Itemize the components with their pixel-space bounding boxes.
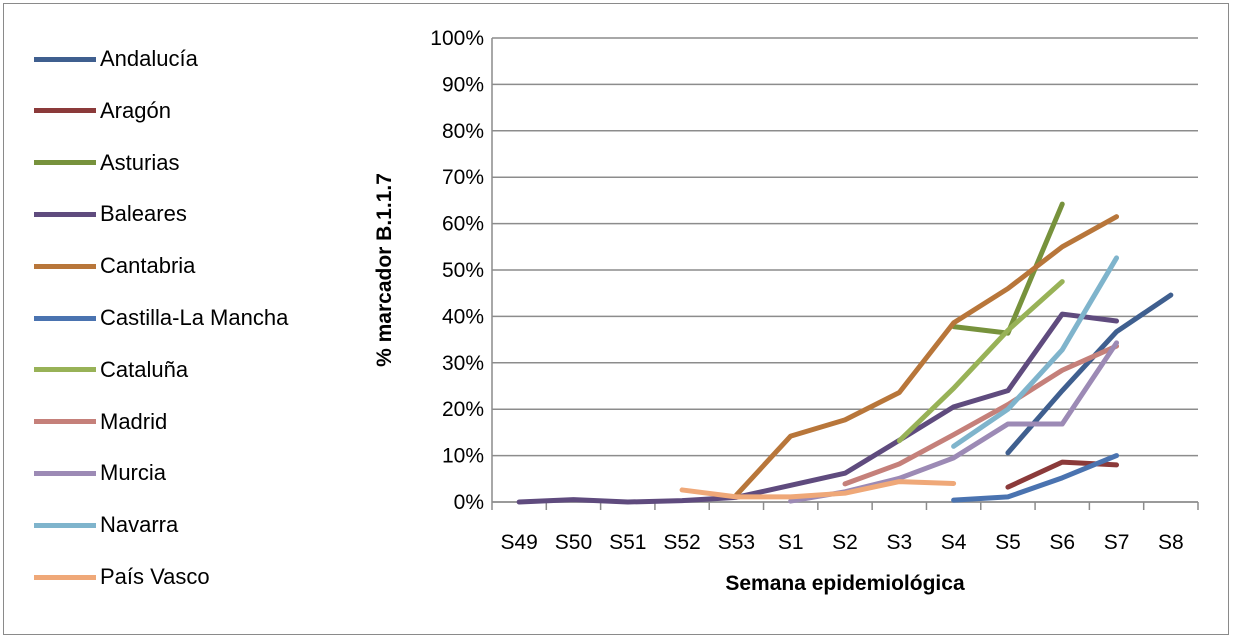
legend-label: Andalucía xyxy=(100,46,198,71)
x-tick-label: S5 xyxy=(995,531,1021,554)
legend-item: Asturias xyxy=(34,148,179,178)
legend-label: Aragón xyxy=(100,97,171,123)
legend-swatch xyxy=(34,522,96,528)
legend-swatch xyxy=(34,56,96,62)
y-tick-label: 10% xyxy=(442,445,484,468)
y-tick-label: 0% xyxy=(454,491,484,514)
series-line-pa-s-vasco xyxy=(679,479,957,500)
x-tick-label: S50 xyxy=(555,531,592,554)
x-tick-label: S1 xyxy=(778,531,804,554)
y-tick-label: 80% xyxy=(442,120,484,143)
x-tick-label: S53 xyxy=(718,531,755,554)
legend-label: Murcia xyxy=(100,460,167,486)
legend-item: Castilla-La Mancha xyxy=(34,303,288,333)
legend-label: Cataluña xyxy=(100,356,189,382)
legend-item: Aragón xyxy=(34,96,171,126)
y-tick-label: 100% xyxy=(430,27,484,50)
legend-label: Castilla-La Mancha xyxy=(100,305,289,330)
legend-item: Cantabria xyxy=(34,251,195,281)
legend-swatch xyxy=(34,574,96,580)
legend-swatch xyxy=(34,315,96,321)
x-tick-label: S4 xyxy=(941,531,967,554)
legend-swatch xyxy=(34,160,96,166)
series-line-castilla-la-mancha xyxy=(951,453,1120,503)
x-tick-label: S52 xyxy=(663,531,700,554)
y-tick-label: 40% xyxy=(442,305,484,328)
series-line-baleares xyxy=(516,311,1120,505)
legend-item: Murcia xyxy=(34,458,166,488)
legend-swatch xyxy=(34,470,96,476)
y-tick-label: 70% xyxy=(442,166,484,189)
legend-label: País Vasco xyxy=(100,564,210,589)
legend-label: Madrid xyxy=(100,408,168,434)
series-line-arag-n xyxy=(1005,459,1120,490)
legend-label: Navarra xyxy=(100,512,179,538)
legend-label: Asturias xyxy=(100,149,180,175)
series-line-catalu-a xyxy=(896,279,1065,444)
legend-swatch xyxy=(34,108,96,114)
y-tick-label: 60% xyxy=(442,213,484,236)
legend-item: País Vasco xyxy=(34,562,210,592)
x-axis-title: Semana epidemiológica xyxy=(725,572,965,595)
legend-label: Cantabria xyxy=(100,253,196,279)
legend-label: Baleares xyxy=(100,201,187,227)
x-tick-label: S3 xyxy=(886,531,912,554)
x-tick-label: S2 xyxy=(832,531,858,554)
legend-item: Andalucía xyxy=(34,44,198,74)
chart-frame: Andalucía Aragón Asturias Baleares Cantabria… xyxy=(3,3,1229,635)
x-tick-label: S8 xyxy=(1158,531,1184,554)
x-tick-label: S7 xyxy=(1104,531,1130,554)
x-tick-label: S49 xyxy=(500,531,537,554)
y-tick-label: 90% xyxy=(442,73,484,96)
legend-swatch xyxy=(34,367,96,373)
y-tick-label: 20% xyxy=(442,398,484,421)
x-tick-label: S51 xyxy=(609,531,646,554)
legend-item: Madrid xyxy=(34,407,167,437)
series-line-madrid xyxy=(842,343,1120,487)
legend-swatch xyxy=(34,419,96,425)
y-tick-label: 50% xyxy=(442,259,484,282)
legend-item: Cataluña xyxy=(34,355,188,385)
legend-item: Navarra xyxy=(34,510,178,540)
legend-item: Baleares xyxy=(34,199,187,229)
series-line-navarra xyxy=(951,255,1120,449)
legend-swatch xyxy=(34,211,96,217)
series-line-cantabria xyxy=(733,214,1120,498)
legend-swatch xyxy=(34,263,96,269)
y-axis-title: % marcador B.1.1.7 xyxy=(373,173,396,367)
y-tick-label: 30% xyxy=(442,352,484,375)
x-tick-label: S6 xyxy=(1049,531,1075,554)
